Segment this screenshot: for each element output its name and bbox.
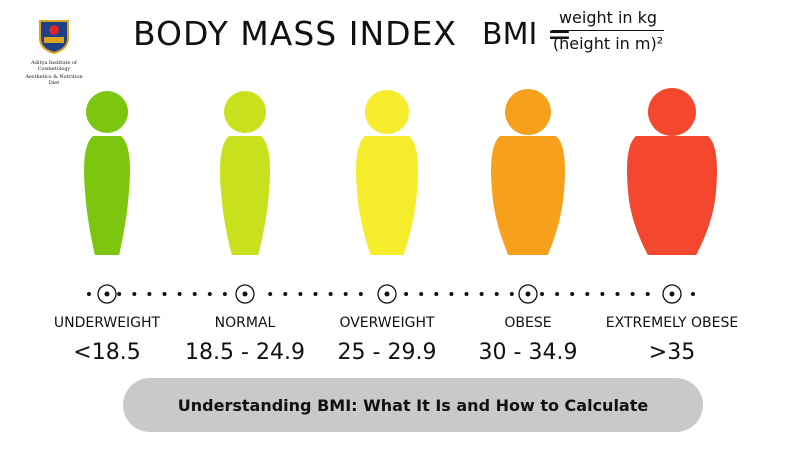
category-range: <18.5 <box>73 340 141 365</box>
scale-dot <box>283 292 288 296</box>
head <box>505 89 551 135</box>
scale-dot <box>358 292 363 296</box>
scale-dot <box>117 292 122 296</box>
scale-dot <box>162 292 167 296</box>
scale-dot <box>479 292 484 296</box>
scale-dot <box>192 292 197 296</box>
head <box>86 91 128 133</box>
body <box>627 136 717 255</box>
category-label: UNDERWEIGHT <box>53 315 161 331</box>
head <box>224 91 266 133</box>
category-label: EXTREMELY OBESE <box>605 315 739 331</box>
category-label: OBESE <box>504 315 552 331</box>
scale-dot <box>87 292 91 296</box>
head <box>648 88 696 136</box>
figure-extremely-obese <box>627 88 717 255</box>
marker-dot <box>242 291 248 297</box>
figure-overweight <box>356 90 418 255</box>
scale-dot <box>540 292 544 296</box>
scale-dot <box>555 292 560 296</box>
body <box>491 136 565 255</box>
marker-ring <box>97 284 117 304</box>
figure-underweight <box>84 91 130 255</box>
category-range: 30 - 34.9 <box>478 340 578 365</box>
figure-obese <box>491 89 565 255</box>
scale-dot <box>222 292 227 296</box>
category-label: NORMAL <box>214 315 276 331</box>
figure-normal <box>220 91 270 255</box>
scale-dot <box>147 292 152 296</box>
scale-dot <box>449 292 454 296</box>
category-range: >35 <box>648 340 696 365</box>
scale-dot <box>630 292 635 296</box>
marker-ring <box>518 284 538 304</box>
marker-ring <box>235 284 255 304</box>
scale-dot <box>207 292 212 296</box>
scale-dot <box>585 292 590 296</box>
scale-dot <box>419 292 424 296</box>
marker-dot <box>525 291 531 297</box>
formula-numerator: weight in kg <box>552 8 664 31</box>
scale-dot <box>600 292 605 296</box>
scale-dot <box>404 292 409 296</box>
scale-dot <box>313 292 318 296</box>
scale-dot <box>691 292 695 296</box>
scale-dot <box>464 292 469 296</box>
banner: Understanding BMI: What It Is and How to… <box>123 378 703 432</box>
marker-dot <box>104 291 110 297</box>
body <box>356 136 418 255</box>
body <box>84 136 130 255</box>
category-label: OVERWEIGHT <box>339 315 435 331</box>
page-title: BODY MASS INDEX <box>133 14 458 53</box>
figures <box>84 88 717 304</box>
marker-dot <box>669 291 675 297</box>
category-range: 25 - 29.9 <box>337 340 437 365</box>
scale-dot <box>177 292 182 296</box>
scale-dot <box>298 292 303 296</box>
banner-text: Understanding BMI: What It Is and How to… <box>177 395 649 415</box>
scale-dot <box>328 292 333 296</box>
marker-ring <box>662 284 682 304</box>
body <box>220 136 270 255</box>
formula-denominator: (height in m)² <box>552 34 664 53</box>
formula-lhs: BMI = <box>482 17 572 52</box>
shield-logo-icon <box>39 20 69 55</box>
logo-text: Aditya Institute of Cosmetology <box>31 60 77 72</box>
scale-dot <box>570 292 575 296</box>
formula-fraction: weight in kg (height in m)² <box>552 8 664 53</box>
marker-ring <box>377 284 397 304</box>
head <box>365 90 409 134</box>
scale-dot <box>343 292 348 296</box>
scale-dot <box>645 292 650 296</box>
logo-subtext: Aesthetics & Nutrition Diet <box>25 74 83 86</box>
logo: Aditya Institute of Cosmetology Aestheti… <box>22 18 86 86</box>
marker-dot <box>384 291 390 297</box>
scale-dot <box>615 292 620 296</box>
scale-dot <box>494 292 499 296</box>
category-range: 18.5 - 24.9 <box>185 340 305 365</box>
scale-dot <box>434 292 439 296</box>
scale-dot <box>268 292 273 296</box>
scale-dot <box>132 292 137 296</box>
scale-dot <box>509 292 514 296</box>
